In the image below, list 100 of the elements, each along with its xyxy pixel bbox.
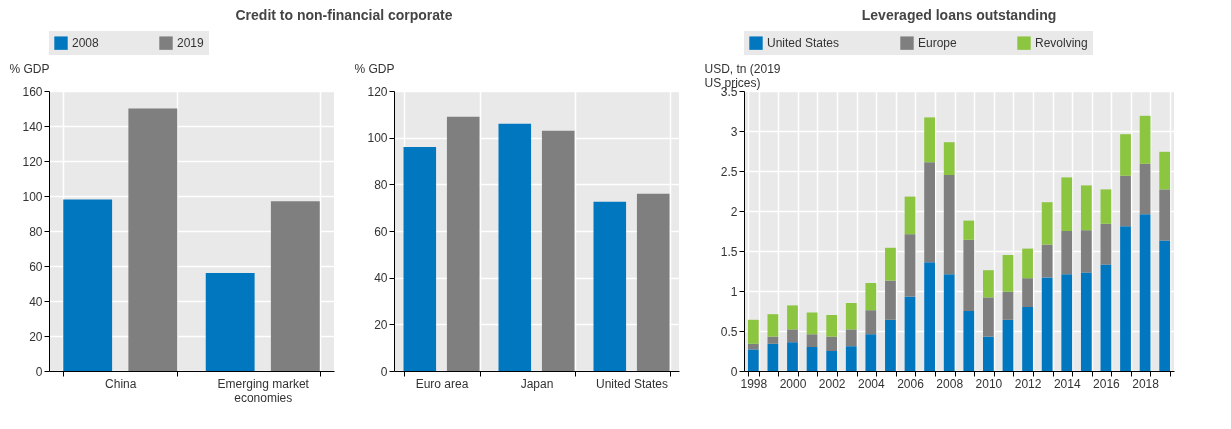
bar (904, 296, 916, 371)
x-tick-label: 2000 (779, 376, 807, 391)
bar (1139, 163, 1151, 215)
bar (924, 262, 935, 371)
y-axis-title: % GDP (9, 61, 50, 76)
x-tick-label: 1998 (740, 376, 768, 391)
y-tick-label: 2.5 (720, 164, 738, 179)
x-tick-label: Japan (520, 376, 554, 391)
bar (787, 329, 798, 343)
bar (1080, 185, 1092, 231)
y-tick-label: 0 (730, 364, 738, 379)
bar (1159, 151, 1171, 190)
legend-label: Revolving (1035, 36, 1088, 51)
legend-label: 2008 (72, 36, 100, 51)
y-tick-label: 20 (374, 317, 388, 332)
bar (787, 342, 798, 371)
y-tick-label: 100 (22, 189, 43, 204)
bar (1100, 223, 1112, 265)
bar (1120, 175, 1131, 227)
bar (747, 319, 759, 344)
bar (924, 162, 935, 263)
bar (806, 347, 818, 371)
bar (1100, 264, 1112, 371)
legend-label: 2019 (177, 36, 205, 51)
bar (63, 199, 113, 371)
bar (1041, 244, 1053, 278)
bar (767, 314, 779, 337)
bar (904, 196, 916, 235)
bar (885, 247, 896, 281)
bar (963, 239, 975, 311)
bar (541, 130, 575, 371)
bar (205, 273, 255, 371)
bar (826, 336, 838, 351)
bar (1002, 291, 1014, 320)
x-tick-label: 2014 (1053, 376, 1081, 391)
bar (1080, 272, 1092, 371)
bar (1120, 134, 1131, 176)
bar (270, 201, 320, 371)
x-tick-label: 2006 (897, 376, 925, 391)
bar (865, 283, 877, 311)
x-tick-label: 2018 (1132, 376, 1160, 391)
bar (747, 349, 759, 371)
bar (1022, 307, 1033, 371)
y-tick-label: 0 (35, 364, 43, 379)
bar (943, 175, 955, 275)
y-tick-label: 100 (367, 131, 388, 146)
legend-label: United States (767, 36, 840, 51)
bar (806, 334, 818, 347)
bar (885, 319, 896, 371)
bar (943, 142, 955, 175)
y-tick-label: 3 (730, 124, 738, 139)
bar (498, 123, 532, 371)
x-tick-label: 2016 (1093, 376, 1121, 391)
bar (403, 147, 437, 371)
bar (787, 305, 798, 330)
x-tick-label: China (105, 376, 137, 391)
y-tick-label: 20 (29, 329, 43, 344)
bar (1002, 255, 1014, 292)
x-tick-label: United States (595, 376, 669, 391)
bar (983, 297, 994, 337)
bar (865, 310, 877, 335)
bar (963, 311, 975, 371)
chart-title: Credit to non-financial corporate (235, 7, 453, 23)
bar (806, 312, 818, 335)
bar (845, 329, 857, 347)
bar (885, 280, 896, 320)
bar (767, 343, 779, 371)
bar (1061, 177, 1073, 231)
bar (983, 336, 994, 371)
y-tick-label: 40 (29, 294, 43, 309)
bar (1061, 274, 1073, 371)
bar (1080, 230, 1092, 273)
y-tick-label: 80 (29, 224, 43, 239)
bar (963, 220, 975, 240)
bar (865, 334, 877, 371)
chart-title: Leveraged loans outstanding (861, 7, 1057, 23)
x-tick-label: 2002 (818, 376, 846, 391)
legend-label: Europe (918, 36, 958, 51)
bar (1139, 214, 1151, 371)
bar (1100, 189, 1112, 224)
y-tick-label: 120 (367, 84, 388, 99)
bar (983, 270, 994, 298)
y-tick-label: 60 (374, 224, 388, 239)
y-tick-label: 1 (730, 284, 738, 299)
y-tick-label: 160 (22, 84, 43, 99)
y-tick-label: 2 (730, 204, 738, 219)
bar (826, 351, 838, 371)
bar (924, 117, 935, 163)
bar (1159, 240, 1171, 371)
bar (1022, 278, 1033, 307)
x-tick-label: 2012 (1014, 376, 1042, 391)
bar (128, 108, 178, 371)
y-tick-label: 120 (22, 154, 43, 169)
bar (1061, 231, 1073, 275)
y-tick-label: 1.5 (720, 244, 738, 259)
x-tick-label: 2008 (936, 376, 964, 391)
bar (446, 116, 480, 371)
y-tick-label: 0.5 (720, 324, 738, 339)
x-tick-label: Emerging market economies (217, 376, 310, 405)
y-tick-label: 0 (380, 364, 388, 379)
